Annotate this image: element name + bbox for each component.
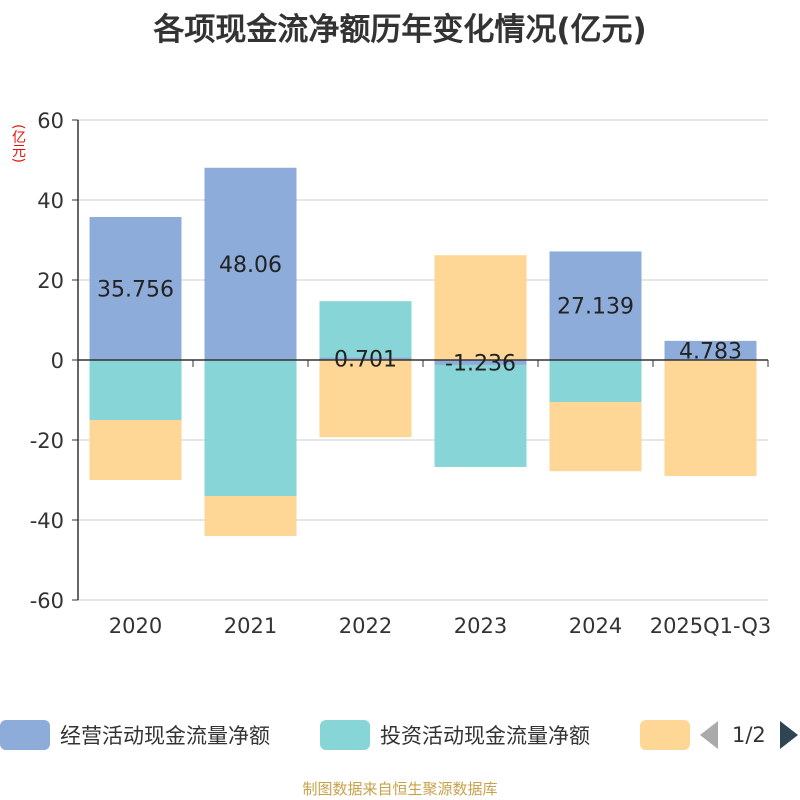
y-axis-unit: (亿元) xyxy=(10,124,26,163)
bar-series1 xyxy=(549,251,642,360)
data-label: 27.139 xyxy=(557,295,634,320)
bar-series3 xyxy=(89,420,182,480)
bar-series3 xyxy=(549,402,642,472)
legend-item-financing[interactable] xyxy=(640,718,700,752)
x-tick-label: 2025Q1-Q3 xyxy=(650,614,772,638)
legend-page-indicator: 1/2 xyxy=(732,723,766,747)
bar-series3 xyxy=(319,360,412,438)
legend-item-investing[interactable]: 投资活动现金流量净额 xyxy=(320,718,590,752)
legend-prev-arrow-icon[interactable] xyxy=(700,721,718,749)
legend-label-investing: 投资活动现金流量净额 xyxy=(380,724,590,748)
data-label: 48.06 xyxy=(219,253,282,278)
data-label: 35.756 xyxy=(97,277,174,302)
x-tick-label: 2023 xyxy=(454,614,507,638)
data-source-note: 制图数据来自恒生聚源数据库 xyxy=(302,780,498,798)
x-tick-label: 2022 xyxy=(339,614,392,638)
chart-plot: 60 40 20 0 -20 -40 -60 2020 2021 2022 2023 2024 2025… xyxy=(30,109,772,638)
y-tick-label: 40 xyxy=(37,189,64,213)
y-tick-label: -60 xyxy=(30,589,64,613)
legend-pager: 1/2 xyxy=(700,718,798,752)
bar-series3 xyxy=(664,360,757,476)
bar-series1 xyxy=(204,167,297,360)
bar-series3 xyxy=(204,496,297,536)
x-tick-label: 2020 xyxy=(109,614,162,638)
data-label: 4.783 xyxy=(679,339,742,364)
bar-series2 xyxy=(89,360,182,420)
bar-series2 xyxy=(549,360,642,402)
chart-title: 各项现金流净额历年变化情况(亿元) xyxy=(153,12,647,48)
bar-series2 xyxy=(319,301,412,358)
x-tick-label: 2021 xyxy=(224,614,277,638)
legend-swatch-operating xyxy=(0,720,50,750)
data-label: -1.236 xyxy=(445,351,516,376)
legend-label-operating: 经营活动现金流量净额 xyxy=(60,724,270,748)
bar-series3 xyxy=(434,255,527,360)
y-tick-label: 20 xyxy=(37,269,64,293)
legend-item-operating[interactable]: 经营活动现金流量净额 xyxy=(0,718,270,752)
data-label: 0.701 xyxy=(334,348,397,373)
y-tick-label: -20 xyxy=(30,429,64,453)
bar-series2 xyxy=(434,364,527,467)
y-tick-label: -40 xyxy=(30,509,64,533)
legend-swatch-investing xyxy=(320,720,370,750)
bar-series1 xyxy=(89,216,182,360)
y-tick-label: 0 xyxy=(51,349,64,373)
bar-series1 xyxy=(434,360,527,365)
bar-series2 xyxy=(204,360,297,496)
bar-series1 xyxy=(664,340,757,360)
bar-series1 xyxy=(319,357,412,360)
legend-swatch-financing xyxy=(640,720,690,750)
x-tick-label: 2024 xyxy=(569,614,622,638)
legend: 经营活动现金流量净额 投资活动现金流量净额 1/2 xyxy=(0,718,800,752)
legend-next-arrow-icon[interactable] xyxy=(779,721,798,749)
y-tick-label: 60 xyxy=(37,109,64,133)
